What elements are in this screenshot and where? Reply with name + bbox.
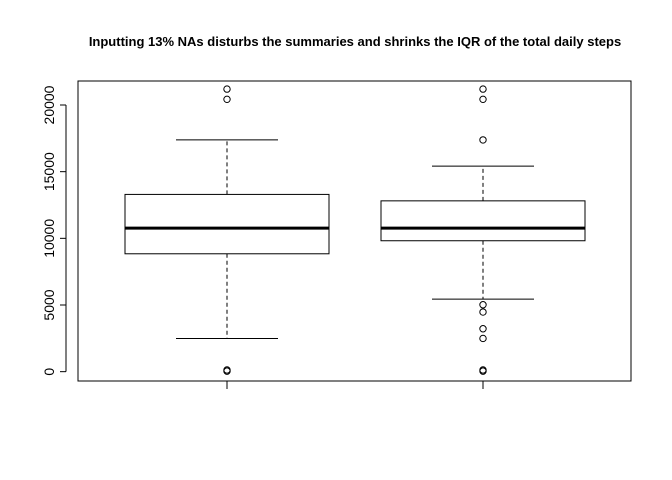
y-tick-label: 10000 — [41, 219, 57, 258]
y-tick-label: 15000 — [41, 152, 57, 191]
x-axis — [226, 381, 484, 389]
outlier-point — [479, 136, 487, 144]
chart-title: Inputting 13% NAs disturbs the summaries… — [89, 34, 621, 49]
outlier-point — [479, 85, 487, 93]
plot-frame — [77, 80, 632, 382]
iqr-box — [380, 200, 586, 242]
box-group — [124, 85, 330, 375]
outlier-point — [479, 95, 487, 104]
outlier-point — [479, 366, 487, 374]
y-tick-label: 0 — [41, 368, 57, 376]
outlier-point — [479, 308, 487, 316]
outlier-point — [223, 95, 231, 104]
outlier-point — [479, 301, 487, 309]
y-tick-label: 20000 — [41, 85, 57, 124]
outlier-point — [223, 366, 231, 374]
outlier-point — [479, 334, 487, 343]
iqr-box — [124, 193, 330, 255]
boxes — [124, 85, 586, 375]
box-group — [380, 85, 586, 375]
y-tick-label: 5000 — [41, 289, 57, 320]
outlier-point — [479, 325, 487, 333]
y-axis: 0 5000 10000 15000 20000 — [41, 85, 67, 376]
outlier-point — [223, 85, 231, 93]
